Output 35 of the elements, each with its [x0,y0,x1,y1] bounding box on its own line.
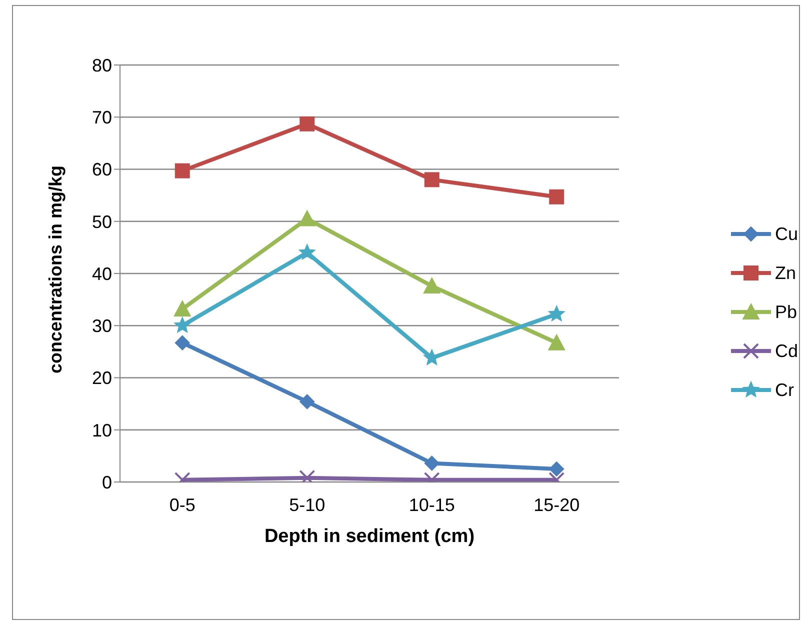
point [424,172,440,188]
point [423,278,440,294]
point [424,456,440,471]
point [174,163,190,178]
y-tick-label: 30 [92,316,112,336]
legend-label: Cu [774,224,798,244]
y-axis-title: concentrations in mg/kg [45,165,66,374]
x-tick-label: 0-5 [169,494,196,515]
y-tick-label: 40 [92,264,112,284]
y-tick-label: 20 [92,368,112,388]
y-tick-label: 0 [102,472,112,492]
point [298,210,316,226]
point [300,116,315,132]
point [299,244,316,260]
y-tick-label: 80 [92,55,112,76]
y-tick-label: 50 [92,212,112,232]
x-tick-label: 15-20 [534,494,580,515]
point [548,334,566,350]
point [300,394,315,410]
legend-label: Zn [774,262,796,284]
x-tick-label: 10-15 [408,494,455,515]
point [549,461,564,476]
x-tick-label: 5-10 [289,494,326,515]
point [174,317,190,333]
point [174,335,190,350]
x-axis-title: Depth in sediment (cm) [264,526,475,547]
y-tick-label: 70 [92,108,112,128]
legend-label: Cd [774,340,798,362]
point [549,189,564,204]
point [174,300,191,316]
legend-label: Pb [774,302,798,322]
legend-label: Cr [774,380,794,400]
y-tick-label: 60 [92,160,112,180]
y-tick-label: 10 [92,420,112,440]
point [548,306,565,322]
